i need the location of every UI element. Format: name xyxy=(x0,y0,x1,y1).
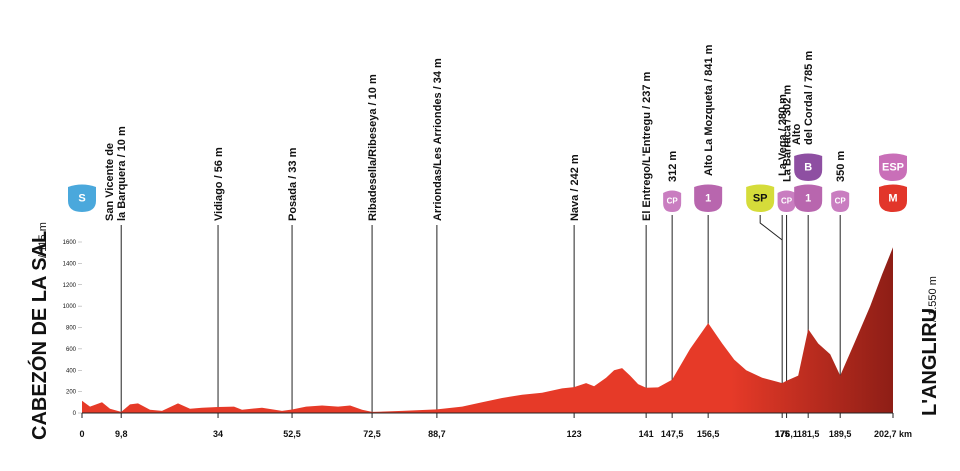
waypoint-label: La Vega / 280 m xyxy=(777,94,789,176)
marker-badge xyxy=(68,184,96,212)
x-tick-label: 34 xyxy=(213,429,223,439)
x-tick-label: 123 xyxy=(567,429,582,439)
x-tick-label: 181,5 xyxy=(797,429,820,439)
y-tick-label: 800 xyxy=(66,326,77,332)
start-name: CABEZÓN DE LA SAL xyxy=(27,231,51,440)
x-tick-label: 176,1 xyxy=(775,429,798,439)
marker-badge xyxy=(794,153,823,181)
marker-text: CP xyxy=(781,197,793,206)
y-tick-label: 1000 xyxy=(63,304,77,310)
waypoint-label: Ribadesella/Ribeseya / 10 m xyxy=(367,74,379,221)
y-tick-label: 400 xyxy=(66,368,77,374)
y-tick-label: 1200 xyxy=(63,283,77,289)
elevation-area xyxy=(82,247,893,413)
x-tick-label: 88,7 xyxy=(428,429,446,439)
marker-text: CP xyxy=(835,197,847,206)
marker-badge xyxy=(663,190,682,212)
waypoint-label: 312 m xyxy=(667,151,679,182)
finish-elevation: / 1.550 m xyxy=(927,276,939,322)
marker-badge xyxy=(777,190,796,212)
finish-name: L'ANGLIRU xyxy=(919,308,941,416)
waypoint-label: 350 m xyxy=(835,151,847,182)
x-tick-label: 175 xyxy=(775,429,790,439)
y-tick-label: 1400 xyxy=(63,261,77,267)
marker-badge xyxy=(831,190,850,212)
marker-badge xyxy=(794,184,823,212)
waypoint-label: Posada / 33 m xyxy=(287,147,299,221)
waypoint-label: la Barquera / 10 m xyxy=(116,126,128,221)
marker-text: M xyxy=(888,192,897,204)
start-elevation: / 115 m xyxy=(37,222,49,258)
marker-text: ESP xyxy=(882,161,904,173)
marker-text: S xyxy=(78,192,85,204)
marker-text: 1 xyxy=(805,192,811,204)
connector xyxy=(759,215,783,241)
x-tick-label: 141 xyxy=(639,429,654,439)
marker-badge xyxy=(694,184,723,212)
marker-text: SP xyxy=(753,192,768,204)
marker-text: 1 xyxy=(705,192,711,204)
marker-badge xyxy=(746,184,775,212)
x-tick-label: 0 xyxy=(79,429,84,439)
x-tick-label: 156,5 xyxy=(697,429,720,439)
marker-text: B xyxy=(804,161,812,173)
waypoint-label: San Vicente de xyxy=(104,143,116,221)
waypoint-label: Alto xyxy=(791,123,803,145)
x-tick-label: 202,7 km xyxy=(874,429,912,439)
waypoint-label: del Cordal / 785 m xyxy=(803,51,815,145)
waypoint-label: El Entrego/L'Entregu / 237 m xyxy=(641,71,653,221)
marker-badge xyxy=(879,153,907,181)
waypoint-label: Arriondas/Les Arriondes / 34 m xyxy=(432,58,444,221)
marker-text: CP xyxy=(667,197,679,206)
waypoint-label: Vidiago / 56 m xyxy=(213,147,225,221)
waypoint-label: Nava / 242 m xyxy=(569,154,581,221)
x-tick-label: 52,5 xyxy=(283,429,301,439)
y-tick-label: 200 xyxy=(66,390,77,396)
waypoint-label: Alto La Mozqueta / 841 m xyxy=(703,44,715,176)
x-tick-label: 9,8 xyxy=(115,429,128,439)
y-tick-label: 0 xyxy=(73,411,77,417)
y-tick-label: 1600 xyxy=(63,240,77,246)
waypoint-label: La Barraca / 302 m xyxy=(782,85,794,182)
marker-badge xyxy=(879,184,907,212)
x-tick-label: 72,5 xyxy=(363,429,381,439)
x-tick-label: 147,5 xyxy=(661,429,684,439)
y-tick-label: 600 xyxy=(66,347,77,353)
x-tick-label: 189,5 xyxy=(829,429,852,439)
